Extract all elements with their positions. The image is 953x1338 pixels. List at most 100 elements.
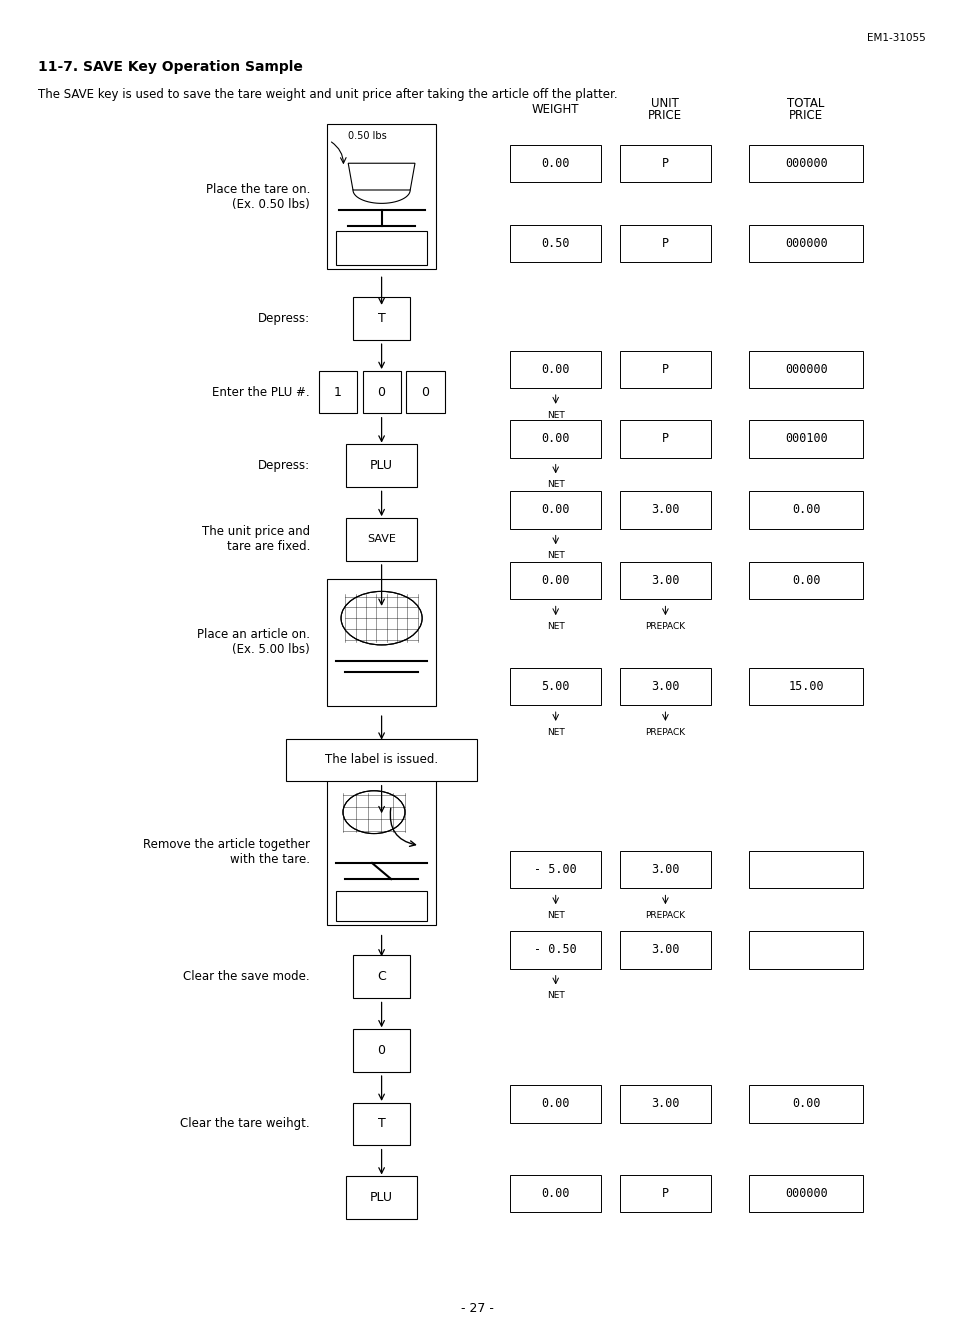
Text: The label is issued.: The label is issued. xyxy=(325,753,437,767)
FancyBboxPatch shape xyxy=(326,579,436,706)
FancyBboxPatch shape xyxy=(748,225,862,262)
Text: NET: NET xyxy=(546,622,564,632)
Text: 3.00: 3.00 xyxy=(651,503,679,516)
FancyBboxPatch shape xyxy=(345,1176,417,1219)
Text: TOTAL: TOTAL xyxy=(786,96,824,110)
FancyBboxPatch shape xyxy=(510,145,600,182)
Text: 0.00: 0.00 xyxy=(541,363,569,376)
FancyBboxPatch shape xyxy=(510,491,600,529)
Text: NET: NET xyxy=(546,728,564,737)
Text: 000000: 000000 xyxy=(784,363,826,376)
FancyBboxPatch shape xyxy=(619,225,710,262)
Text: T: T xyxy=(377,312,385,325)
Text: PLU: PLU xyxy=(370,459,393,472)
FancyBboxPatch shape xyxy=(345,444,417,487)
FancyBboxPatch shape xyxy=(510,351,600,388)
Text: 3.00: 3.00 xyxy=(651,680,679,693)
Text: P: P xyxy=(661,1187,668,1200)
FancyBboxPatch shape xyxy=(619,562,710,599)
FancyBboxPatch shape xyxy=(326,124,436,269)
Text: 5.00: 5.00 xyxy=(541,680,569,693)
FancyBboxPatch shape xyxy=(619,851,710,888)
FancyBboxPatch shape xyxy=(748,851,862,888)
Text: T: T xyxy=(377,1117,385,1131)
FancyBboxPatch shape xyxy=(353,297,410,340)
Text: PLU: PLU xyxy=(370,1191,393,1204)
Text: PREPACK: PREPACK xyxy=(644,911,685,921)
FancyBboxPatch shape xyxy=(510,1085,600,1123)
Text: 0.00: 0.00 xyxy=(541,503,569,516)
FancyBboxPatch shape xyxy=(748,668,862,705)
Text: P: P xyxy=(661,363,668,376)
FancyBboxPatch shape xyxy=(318,371,356,413)
FancyBboxPatch shape xyxy=(286,739,476,781)
Text: NET: NET xyxy=(546,551,564,561)
Text: 0.00: 0.00 xyxy=(791,503,820,516)
FancyBboxPatch shape xyxy=(362,371,400,413)
Text: NET: NET xyxy=(546,911,564,921)
Text: 000000: 000000 xyxy=(784,1187,826,1200)
FancyBboxPatch shape xyxy=(748,351,862,388)
Text: C: C xyxy=(376,970,386,983)
Text: 0.50: 0.50 xyxy=(541,237,569,250)
Ellipse shape xyxy=(341,591,421,645)
FancyBboxPatch shape xyxy=(748,145,862,182)
FancyBboxPatch shape xyxy=(326,780,436,925)
Text: 3.00: 3.00 xyxy=(651,943,679,957)
Text: 0.50 lbs: 0.50 lbs xyxy=(347,131,386,140)
Text: UNIT: UNIT xyxy=(651,96,679,110)
Text: The SAVE key is used to save the tare weight and unit price after taking the art: The SAVE key is used to save the tare we… xyxy=(38,88,618,102)
FancyBboxPatch shape xyxy=(619,1175,710,1212)
FancyBboxPatch shape xyxy=(353,955,410,998)
Text: - 5.00: - 5.00 xyxy=(534,863,577,876)
Text: NET: NET xyxy=(546,991,564,1001)
Text: Place the tare on.
(Ex. 0.50 lbs): Place the tare on. (Ex. 0.50 lbs) xyxy=(206,183,310,210)
Text: EM1-31055: EM1-31055 xyxy=(865,33,924,43)
Text: 0: 0 xyxy=(421,385,429,399)
Text: 3.00: 3.00 xyxy=(651,1097,679,1111)
Text: 15.00: 15.00 xyxy=(787,680,823,693)
Text: 0.00: 0.00 xyxy=(541,1097,569,1111)
Text: Depress:: Depress: xyxy=(257,312,310,325)
FancyBboxPatch shape xyxy=(619,145,710,182)
Text: NET: NET xyxy=(546,480,564,490)
FancyBboxPatch shape xyxy=(335,891,427,921)
Text: 0.00: 0.00 xyxy=(541,157,569,170)
FancyBboxPatch shape xyxy=(353,1029,410,1072)
Text: 0.00: 0.00 xyxy=(791,574,820,587)
Text: SAVE: SAVE xyxy=(367,534,395,545)
Text: - 0.50: - 0.50 xyxy=(534,943,577,957)
FancyBboxPatch shape xyxy=(510,420,600,458)
Text: P: P xyxy=(661,157,668,170)
Text: PREPACK: PREPACK xyxy=(644,622,685,632)
FancyBboxPatch shape xyxy=(510,562,600,599)
Text: Clear the tare weihgt.: Clear the tare weihgt. xyxy=(180,1117,310,1131)
FancyBboxPatch shape xyxy=(335,231,427,265)
Text: Depress:: Depress: xyxy=(257,459,310,472)
FancyBboxPatch shape xyxy=(510,1175,600,1212)
Text: Remove the article together
with the tare.: Remove the article together with the tar… xyxy=(143,839,310,866)
Text: Enter the PLU #.: Enter the PLU #. xyxy=(213,385,310,399)
Text: Place an article on.
(Ex. 5.00 lbs): Place an article on. (Ex. 5.00 lbs) xyxy=(197,629,310,656)
Text: 1: 1 xyxy=(334,385,341,399)
FancyBboxPatch shape xyxy=(510,931,600,969)
Text: 0.00: 0.00 xyxy=(541,1187,569,1200)
Text: PRICE: PRICE xyxy=(788,108,822,122)
FancyBboxPatch shape xyxy=(510,225,600,262)
Ellipse shape xyxy=(343,791,404,834)
FancyBboxPatch shape xyxy=(619,668,710,705)
FancyBboxPatch shape xyxy=(619,351,710,388)
FancyBboxPatch shape xyxy=(748,931,862,969)
Text: NET: NET xyxy=(546,411,564,420)
FancyBboxPatch shape xyxy=(353,1103,410,1145)
Text: 0: 0 xyxy=(377,385,385,399)
Text: P: P xyxy=(661,432,668,446)
FancyBboxPatch shape xyxy=(748,1085,862,1123)
Text: 000100: 000100 xyxy=(784,432,826,446)
Text: The unit price and
tare are fixed.: The unit price and tare are fixed. xyxy=(202,526,310,553)
FancyBboxPatch shape xyxy=(619,420,710,458)
Text: P: P xyxy=(661,237,668,250)
FancyBboxPatch shape xyxy=(510,851,600,888)
Text: 0.00: 0.00 xyxy=(791,1097,820,1111)
Text: - 27 -: - 27 - xyxy=(460,1302,493,1315)
